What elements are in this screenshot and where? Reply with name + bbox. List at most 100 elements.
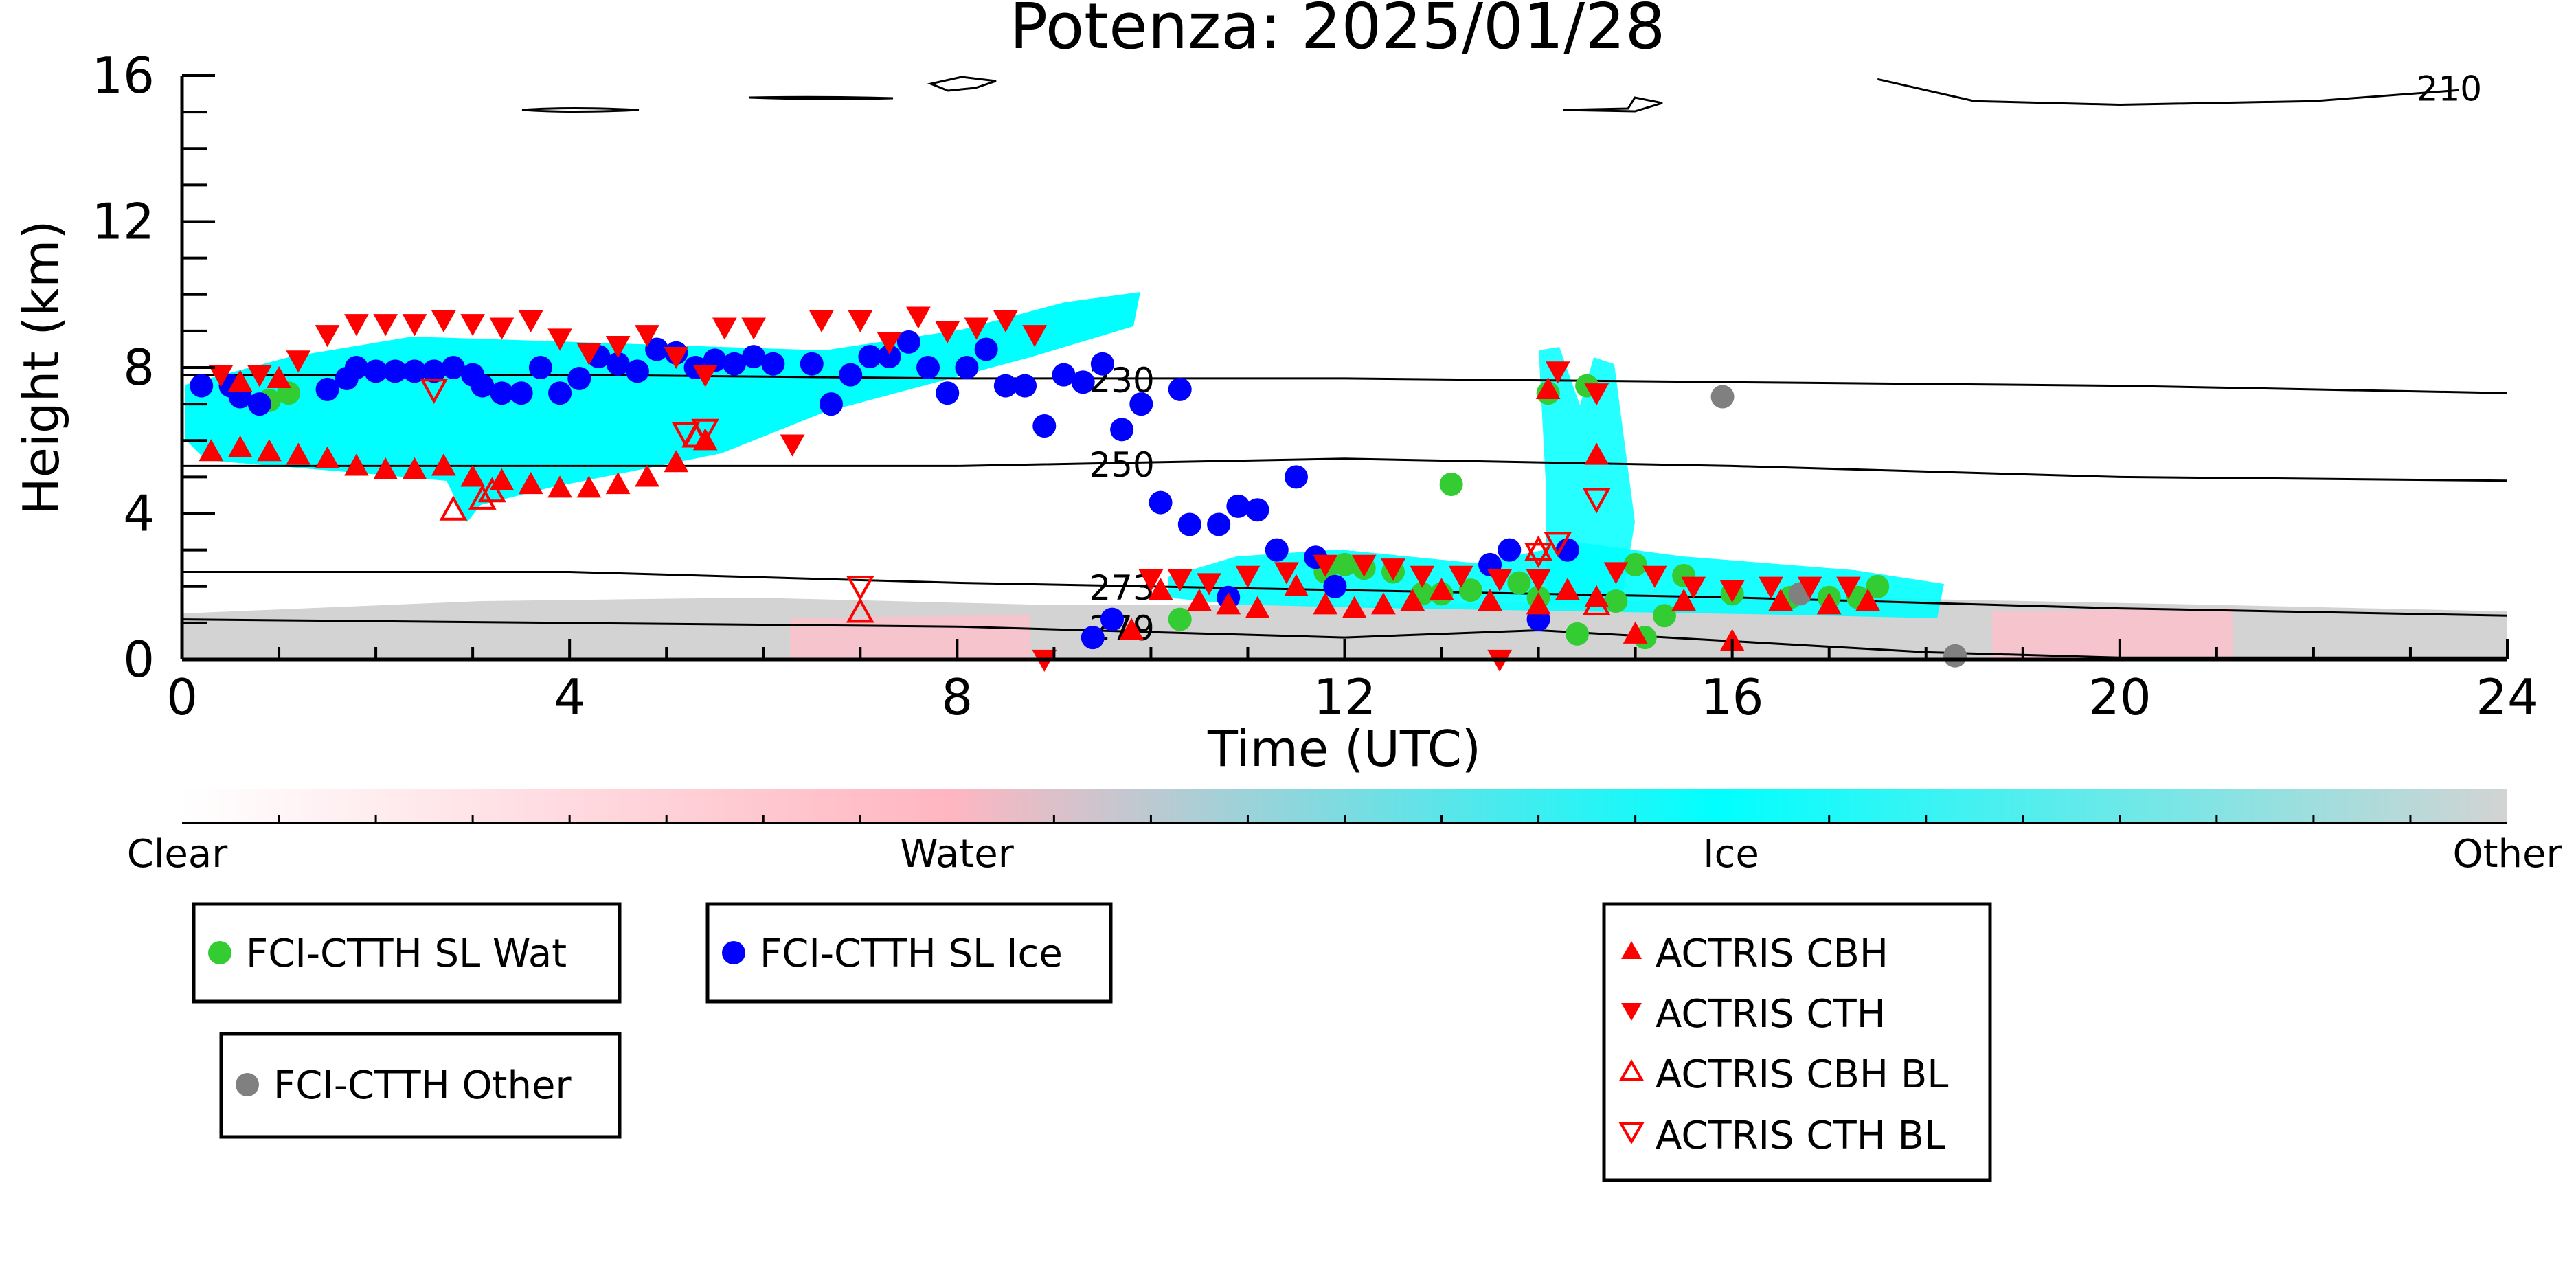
x-axis-label: Time (UTC) <box>1207 720 1481 778</box>
actris-cth-point <box>402 314 427 337</box>
fci-ctth-sl-ice-point <box>364 359 388 383</box>
fci-ctth-sl-ice-point <box>800 352 824 376</box>
x-axis-ticks: 0 4 8 12 16 20 24 <box>166 639 2539 726</box>
actris-cth-bl-point <box>846 576 874 601</box>
fci-ctth-sl-wat-point <box>1623 552 1647 576</box>
fci-ctth-sl-wat-point <box>1507 571 1531 595</box>
actris-cbh-point <box>547 475 572 498</box>
actris-cth-point <box>1235 565 1261 588</box>
fci-ctth-sl-ice-point <box>1177 512 1201 536</box>
actris-cth-point <box>877 332 902 354</box>
actris-cth-point <box>547 328 572 351</box>
actris-cth-point <box>1381 558 1405 581</box>
actris-cbh-point <box>1768 588 1794 611</box>
actris-cth-point <box>1274 562 1299 585</box>
fci-ctth-sl-ice-point <box>625 359 649 383</box>
legend-cbh-marker <box>1621 941 1642 959</box>
actris-cth-point <box>1584 383 1609 406</box>
actris-cth-point <box>1681 576 1706 599</box>
upper-cloud-outline-1 <box>521 107 640 113</box>
fci-ctth-sl-wat-point <box>1168 607 1192 631</box>
fci-ctth-sl-ice-point <box>422 359 446 383</box>
data-markers <box>190 306 1967 673</box>
actris-cth-point <box>993 310 1018 332</box>
actris-cbh-point <box>1816 592 1842 615</box>
actris-cbh-point <box>460 464 485 487</box>
contour-label-250: 250 <box>1089 445 1154 485</box>
actris-cth-point <box>809 310 834 332</box>
fci-ctth-sl-ice-point <box>936 381 960 405</box>
legend-water-marker <box>208 941 231 964</box>
actris-cbh-bl-point <box>468 484 497 510</box>
actris-cth-point <box>518 310 543 332</box>
fci-ctth-sl-ice-point <box>1071 370 1095 394</box>
actris-cbh-bl-point <box>846 597 874 623</box>
actris-cbh-point <box>1555 578 1580 600</box>
actris-cbh-point <box>227 370 253 392</box>
actris-cbh-point <box>1245 596 1270 618</box>
actris-cth-point <box>431 310 456 332</box>
colorbar: Clear Water Ice Other <box>127 789 2562 877</box>
actris-cth-point <box>1836 576 1861 599</box>
actris-cbh-point <box>199 439 224 462</box>
actris-cth-bl-point <box>691 418 720 444</box>
legend-ice-box <box>705 902 1113 1004</box>
actris-cbh-point <box>1623 621 1648 644</box>
y-axis-label: Height (km) <box>12 221 70 515</box>
x-tick-label: 0 <box>166 668 198 726</box>
fci-ctth-sl-ice-point <box>548 381 572 405</box>
fci-ctth-sl-ice-point <box>819 392 843 416</box>
actris-cbh-point <box>1400 588 1425 611</box>
actris-cth-bl-point <box>420 379 449 404</box>
actris-cbh-point <box>1478 588 1502 611</box>
colorbar-label-other: Other <box>2452 832 2562 877</box>
actris-cbh-point <box>373 457 398 479</box>
actris-cbh-point <box>227 435 253 457</box>
contour-label-210: 210 <box>2417 69 2482 109</box>
legend-other-marker <box>236 1073 259 1096</box>
legend-ice-label: FCI-CTTH SL Ice <box>760 931 1063 976</box>
fci-ctth-other-point <box>1710 385 1735 409</box>
fci-ctth-sl-ice-point <box>1100 607 1124 631</box>
fci-ctth-sl-ice-point <box>471 374 495 398</box>
fci-ctth-sl-ice-point <box>1110 418 1134 442</box>
fci-ctth-sl-ice-point <box>1052 363 1076 387</box>
actris-cth-point <box>1759 576 1783 599</box>
fci-ctth-sl-ice-point <box>509 381 533 405</box>
actris-cth-point <box>1545 361 1570 384</box>
actris-cbh-point <box>1526 592 1551 615</box>
fci-ctth-sl-ice-point <box>1129 392 1153 416</box>
actris-cth-point <box>635 325 659 348</box>
fci-ctth-sl-ice-point <box>1226 494 1250 518</box>
actris-cth-point <box>1022 325 1048 348</box>
actris-cbh-point <box>1855 588 1880 611</box>
actris-cbh-point <box>1342 596 1367 618</box>
legend-water: FCI-CTTH SL Wat <box>192 902 622 1004</box>
actris-cbh-point <box>286 442 311 465</box>
actris-cth-point <box>741 317 766 340</box>
fci-ctth-sl-ice-point <box>441 356 465 379</box>
x-tick-label: 12 <box>1313 668 1377 726</box>
fci-ctth-sl-wat-point <box>1333 552 1357 576</box>
actris-cth-point <box>489 317 515 340</box>
legend-ice-marker <box>722 941 745 964</box>
fci-ctth-sl-ice-point <box>1555 538 1579 562</box>
fci-ctth-sl-ice-point <box>190 374 214 398</box>
fci-ctth-sl-wat-point <box>1439 473 1463 496</box>
chart-title: Potenza: 2025/01/28 <box>1010 0 1666 63</box>
fci-ctth-sl-ice-point <box>839 363 863 387</box>
legend-water-box <box>192 902 622 1004</box>
actris-cth-point <box>712 317 737 340</box>
legend-cth-marker <box>1621 1003 1642 1021</box>
fci-ctth-sl-ice-point <box>344 356 368 379</box>
upper-cloud-outline-2 <box>748 95 894 100</box>
fci-ctth-sl-wat-point <box>1652 604 1676 628</box>
actris-cbh-point <box>257 439 282 462</box>
fci-ctth-sl-wat-point <box>1604 589 1628 613</box>
fci-ctth-sl-ice-point <box>1013 374 1037 398</box>
fci-ctth-sl-ice-point <box>247 392 271 416</box>
y-axis-ticks: 0 4 8 12 16 <box>91 47 215 688</box>
actris-cth-bl-point <box>1544 532 1572 558</box>
actris-cth-point <box>286 350 311 373</box>
water-class-region <box>790 608 2233 659</box>
